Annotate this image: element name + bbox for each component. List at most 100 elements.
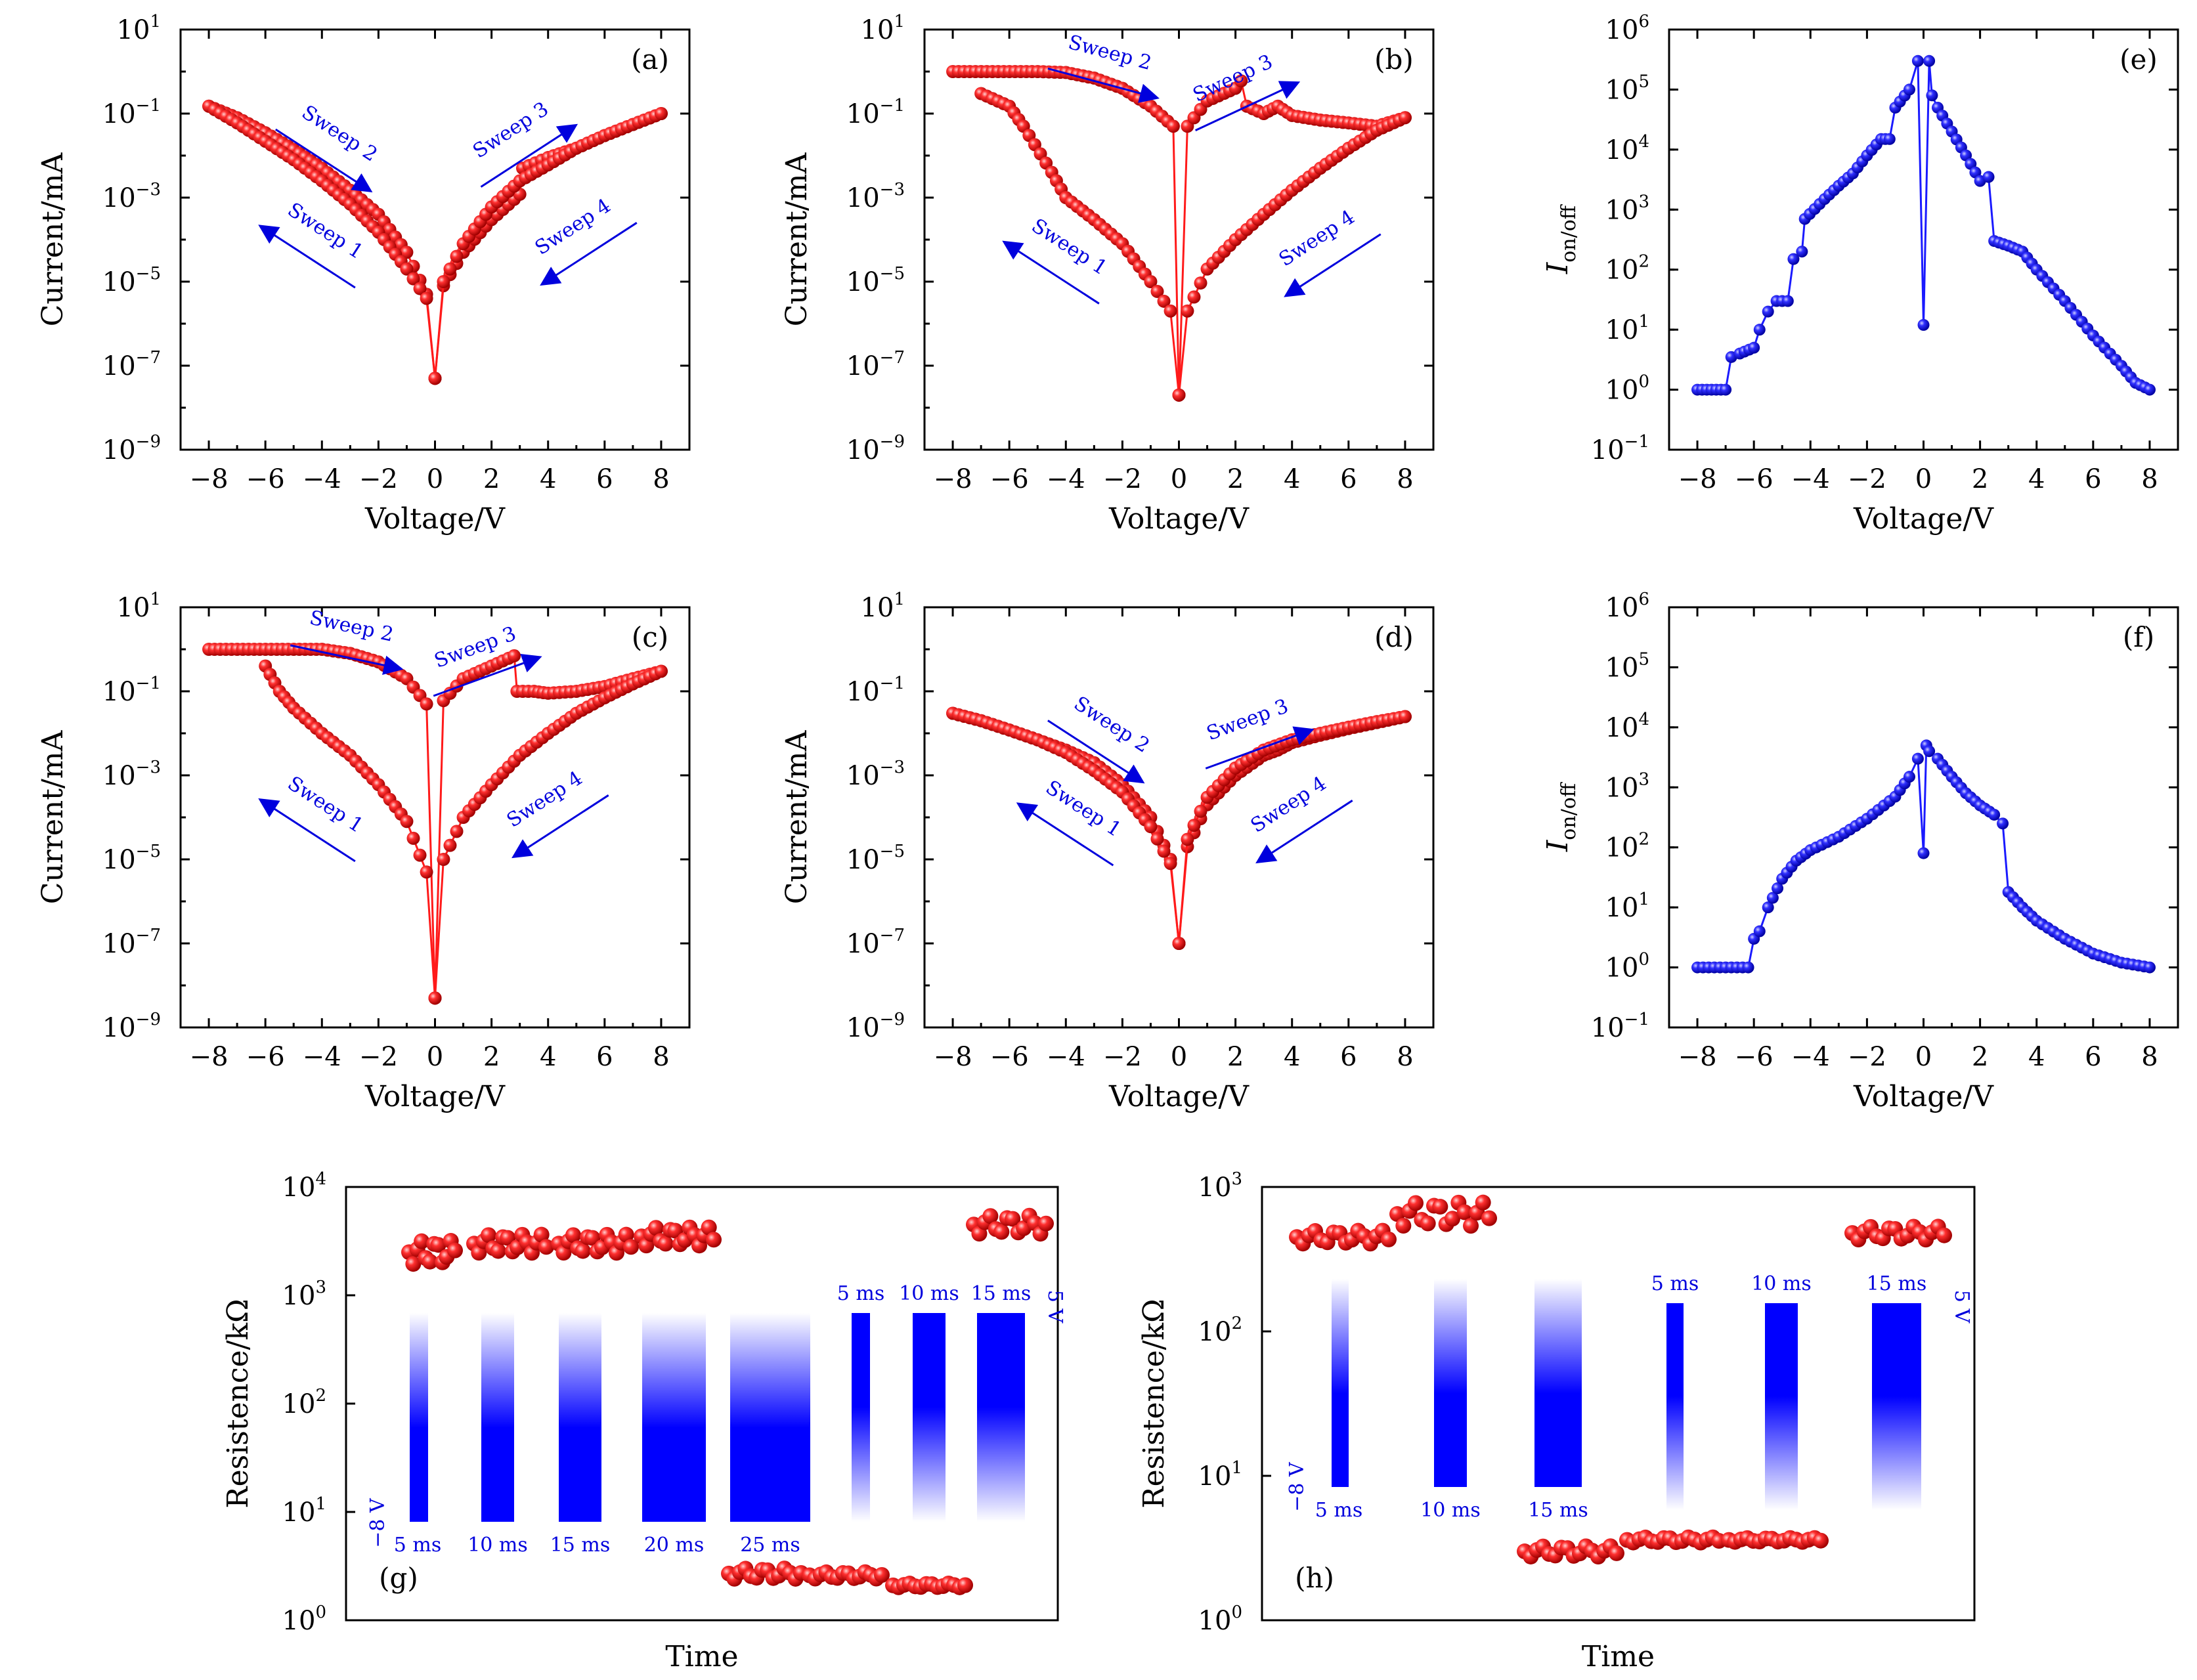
pulse-width-label: 15 ms [971,1282,1032,1305]
y-tick-label: 10−5 [102,842,161,875]
data-point [428,372,442,385]
y-tick-label: 10−9 [846,1010,905,1043]
resistance-point [1420,1215,1436,1232]
pulse-width-label: 5 ms [1651,1272,1699,1295]
data-point [1988,808,2001,821]
x-tick-label: −6 [990,1042,1029,1072]
data-point [1144,275,1158,288]
plot-frame [1668,28,2179,451]
pulse-bar [1765,1303,1798,1510]
data-point [1911,752,1924,765]
x-tick-label: 6 [596,464,613,494]
panel-a: −8 −6 −4 −2 0 2 4 6 8 101 10−1 10−3 10−5 10−7 10−9 Volt… [36,12,691,536]
series-line [1178,716,1406,944]
plot-frame [923,606,1435,1029]
resistance-point [1389,1206,1405,1222]
resistance-point [648,1220,664,1236]
resistance-point [982,1208,999,1224]
x-tick-label: −2 [1103,1042,1142,1072]
x-tick-label: 4 [1284,464,1300,494]
resistance-point [957,1577,973,1593]
x-tick-label: −4 [303,1042,341,1072]
sweep-arrow [433,653,542,697]
panel-d: −8 −6 −4 −2 0 2 4 6 8 101 10−1 10−3 10−5 10−7 10−9 Volt… [780,590,1435,1113]
sweep-arrow [1255,800,1353,864]
y-tick-label: 102 [282,1386,326,1419]
y-tick-label: 104 [1605,710,1649,743]
pulse-width-label: 5 ms [394,1534,441,1557]
pulse-bar [559,1313,601,1522]
data-point [1762,901,1774,914]
y-tick-label: 10−3 [846,758,905,791]
pulse-width-label: 15 ms [1867,1272,1927,1295]
panel-label: (c) [632,621,668,653]
y-tick-label: 101 [117,590,161,623]
y-tick-label: 10−1 [102,96,161,129]
y-tick-label: 10−7 [846,348,905,381]
resistance-point [414,1233,430,1249]
y-axis-label: Current/mA [36,730,70,905]
x-tick-label: 6 [2085,1042,2101,1072]
x-tick-label: 8 [2141,1042,2158,1072]
resistance-point [575,1243,591,1259]
data-point [1172,937,1186,950]
sweep-annotation: Sweep 3 [1204,695,1292,745]
resistance-point [1481,1210,1497,1226]
y-tick-label: 10−1 [1591,1010,1649,1043]
resistance-point [565,1227,581,1243]
sweep-arrow [540,222,638,286]
data-point [1194,804,1207,818]
resistance-point [1609,1545,1624,1561]
resistance-point [874,1566,890,1583]
y-tick-label: 105 [1605,649,1649,683]
x-tick-label: 6 [596,1042,613,1072]
data-point [443,262,457,276]
resistance-point [1463,1218,1479,1234]
data-point [1772,882,1784,895]
data-point [1917,847,1930,859]
data-point [1982,171,1995,183]
data-point [1157,844,1171,858]
x-tick-label: 0 [427,1042,443,1072]
data-point [413,848,427,862]
resistance-point [481,1227,496,1243]
pulse-width-label: 10 ms [899,1282,959,1305]
x-tick-label: 8 [2141,464,2158,494]
panel-b: −8 −6 −4 −2 0 2 4 6 8 101 10−1 10−3 10−5 10−7 10−9 Volt… [780,12,1435,536]
data-point [443,838,457,852]
x-tick-label: −6 [246,464,285,494]
x-tick-label: −6 [1735,464,1773,494]
y-tick-label: 106 [1605,12,1649,45]
data-point [406,831,420,845]
resistance-point [706,1232,722,1248]
x-tick-label: 8 [1397,1042,1413,1072]
data-point [420,291,433,305]
x-axis-label: Voltage/V [364,1080,506,1113]
panel-g: 104 103 102 101 100 Time Resistence/kΩ (g) 5 ms 1… [221,1169,1066,1673]
x-tick-label: 8 [653,464,669,494]
x-tick-label: 4 [1284,1042,1300,1072]
resistance-point [533,1226,550,1243]
data-point [437,275,450,288]
panel-label: (h) [1295,1562,1334,1594]
y-tick-label: 10−9 [846,432,905,465]
y-tick-label: 100 [1605,950,1649,983]
x-axis-label: Voltage/V [364,502,506,536]
y-tick-label: 10−9 [102,1010,161,1043]
data-point [400,262,414,276]
pulse-width-label: 10 ms [1751,1272,1812,1295]
x-axis-label: Voltage/V [1108,502,1250,536]
y-tick-label: 100 [1605,372,1649,406]
x-axis-label: Time [1582,1640,1655,1673]
data-point [428,991,442,1005]
y-tick-label: 10−5 [102,264,161,297]
pulse-bar [913,1313,946,1522]
pulse-bar [410,1313,428,1522]
data-point [1166,119,1180,133]
data-point [1398,710,1412,723]
x-tick-label: 2 [1972,464,1988,494]
sweep-annotation: Sweep 4 [1247,772,1331,838]
pulse-bar [481,1313,514,1522]
y-tick-label: 101 [1605,890,1649,923]
data-point [420,697,433,711]
